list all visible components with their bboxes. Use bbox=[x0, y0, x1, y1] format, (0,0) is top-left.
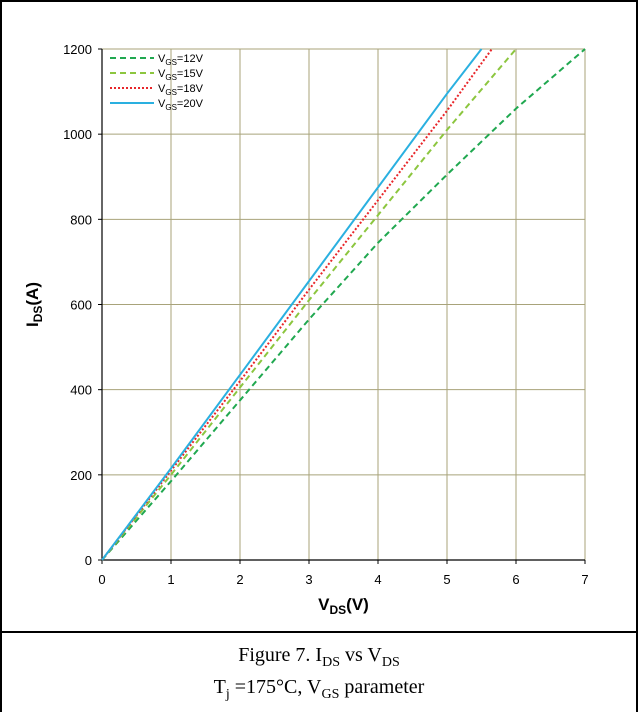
frame-left-border bbox=[0, 0, 2, 712]
x-tick-label-0: 0 bbox=[98, 572, 105, 587]
series-line-18v bbox=[101, 48, 493, 561]
series-lines bbox=[101, 48, 586, 561]
y-tick-label-400: 400 bbox=[70, 383, 92, 398]
tick-labels: 0 1 2 3 4 5 6 7 0 200 400 600 800 1000 1200 bbox=[63, 42, 589, 587]
legend-label-2: VGS=18V bbox=[158, 83, 204, 97]
y-tick-label-1000: 1000 bbox=[63, 127, 92, 142]
frame-top-border bbox=[0, 0, 638, 2]
frame-divider bbox=[0, 631, 638, 633]
y-axis-title: IDS(A) bbox=[23, 282, 45, 327]
grid bbox=[102, 48, 586, 560]
y-tick-label-800: 800 bbox=[70, 212, 92, 227]
series-line-12v bbox=[101, 48, 586, 561]
x-tick-label-1: 1 bbox=[167, 572, 174, 587]
series-line-15v bbox=[101, 48, 517, 561]
x-tick-label-2: 2 bbox=[236, 572, 243, 587]
legend-label-3: VGS=20V bbox=[158, 98, 204, 112]
y-tick-label-200: 200 bbox=[70, 468, 92, 483]
x-tick-label-4: 4 bbox=[374, 572, 381, 587]
legend-label-1: VGS=15V bbox=[158, 68, 204, 82]
frame-right-border bbox=[636, 0, 638, 712]
x-tick-label-3: 3 bbox=[305, 572, 312, 587]
figure-caption-line1: Figure 7. IDS vs VDS bbox=[238, 644, 400, 670]
x-axis-title: VDS(V) bbox=[318, 595, 369, 617]
y-tick-label-600: 600 bbox=[70, 298, 92, 313]
y-tick-label-0: 0 bbox=[85, 553, 92, 568]
legend-label-0: VGS=12V bbox=[158, 53, 204, 67]
y-tick-label-1200: 1200 bbox=[63, 42, 92, 57]
axes bbox=[98, 48, 586, 564]
figure-caption-line2: Tj =175°C, VGS parameter bbox=[213, 676, 425, 702]
series-line-20v bbox=[101, 48, 483, 561]
x-tick-label-5: 5 bbox=[443, 572, 450, 587]
x-tick-label-7: 7 bbox=[581, 572, 588, 587]
x-tick-label-6: 6 bbox=[512, 572, 519, 587]
